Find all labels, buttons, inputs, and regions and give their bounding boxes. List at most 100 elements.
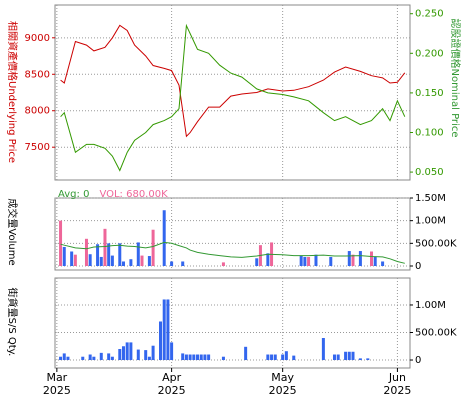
bar	[129, 342, 133, 361]
bar	[199, 354, 203, 361]
bar	[184, 354, 188, 361]
x-tick-label: Jun 2025	[383, 371, 412, 397]
x-tick-label: May 2025	[268, 371, 297, 397]
bar	[62, 246, 66, 267]
bar	[70, 251, 74, 267]
bar	[110, 356, 114, 361]
bar	[107, 243, 111, 267]
bar	[381, 261, 385, 267]
line-series	[60, 24, 406, 138]
bar	[255, 258, 259, 267]
y2-axis-title: 認股證價格Nominal Price	[449, 19, 462, 138]
y-tick-label: 7500	[25, 142, 50, 153]
annotation: Avg: 0	[58, 189, 89, 200]
bar	[159, 321, 163, 361]
bar	[292, 355, 296, 361]
plot-frame	[54, 277, 411, 369]
y2-tick-label: 0.200	[415, 48, 444, 59]
bar	[66, 356, 70, 361]
bar	[314, 254, 318, 267]
bar	[140, 255, 144, 267]
x-tick-label: Mar 2025	[42, 371, 71, 397]
y-tick-label: 500.00K	[415, 327, 457, 338]
bar	[99, 256, 103, 267]
bar	[136, 242, 140, 267]
bar	[244, 346, 248, 361]
bar	[129, 259, 133, 267]
y-tick-label: 8500	[25, 69, 50, 80]
bar	[107, 353, 111, 361]
y-tick-label: 0	[415, 355, 421, 366]
y-tick-label: 500.00K	[415, 238, 457, 249]
plot-frame	[54, 4, 411, 181]
bar	[151, 229, 155, 267]
bar	[121, 261, 125, 267]
bar	[121, 346, 125, 361]
bar	[110, 255, 114, 267]
bar	[221, 262, 225, 267]
bar	[366, 358, 370, 361]
bar	[266, 253, 270, 267]
bar	[303, 256, 307, 267]
bar	[192, 354, 196, 361]
bar	[81, 356, 85, 361]
bar	[358, 251, 362, 267]
bar	[347, 251, 351, 267]
bar	[373, 256, 377, 267]
y-tick-label: 0	[415, 261, 421, 272]
bar	[188, 354, 192, 361]
bar	[96, 244, 100, 267]
bar	[125, 342, 129, 361]
bar	[59, 220, 63, 267]
bar	[147, 356, 151, 361]
y-tick-label: 1.00M	[415, 216, 446, 227]
bar	[181, 353, 185, 361]
bar	[73, 254, 77, 267]
bar	[351, 254, 355, 267]
bar	[88, 354, 92, 361]
bar	[336, 354, 340, 361]
y-axis-title: 相關資產價格Underlying Price	[6, 21, 19, 163]
bar	[299, 255, 303, 267]
bar	[370, 251, 374, 267]
bar	[147, 256, 151, 267]
bar	[307, 256, 311, 267]
bar	[84, 238, 88, 267]
bar	[62, 353, 66, 361]
bar	[284, 351, 288, 361]
y2-tick-label: 0.250	[415, 9, 444, 20]
y2-tick-label: 0.050	[415, 167, 444, 178]
bar	[332, 354, 336, 361]
y-tick-label: 8000	[25, 106, 50, 117]
bar	[347, 351, 351, 361]
bar	[99, 352, 103, 361]
y-tick-label: 1.50M	[415, 193, 446, 204]
bar	[329, 256, 333, 267]
y-axis-title: 成交量Volume	[6, 198, 19, 265]
bar	[166, 299, 170, 361]
bar	[181, 261, 185, 267]
bar	[103, 228, 107, 267]
bar	[351, 351, 355, 361]
x-tick-label: Apr 2025	[157, 371, 186, 397]
bar	[59, 356, 63, 361]
bar	[92, 356, 96, 361]
y-tick-label: 9000	[25, 33, 50, 44]
bar	[170, 261, 174, 267]
bar	[144, 350, 148, 361]
y2-tick-label: 0.150	[415, 88, 444, 99]
bar	[270, 354, 274, 361]
annotation: VOL: 680.00K	[99, 189, 168, 200]
avg-line	[60, 241, 405, 264]
bar	[207, 354, 211, 361]
bar	[162, 210, 166, 267]
bar	[162, 299, 166, 361]
bar	[203, 354, 207, 361]
y-axis-title: 街貨量S/S Qty.	[6, 288, 19, 357]
bar	[266, 354, 270, 361]
bar	[196, 354, 200, 361]
bar	[151, 345, 155, 361]
bar	[221, 356, 225, 361]
y2-tick-label: 0.100	[415, 127, 444, 138]
